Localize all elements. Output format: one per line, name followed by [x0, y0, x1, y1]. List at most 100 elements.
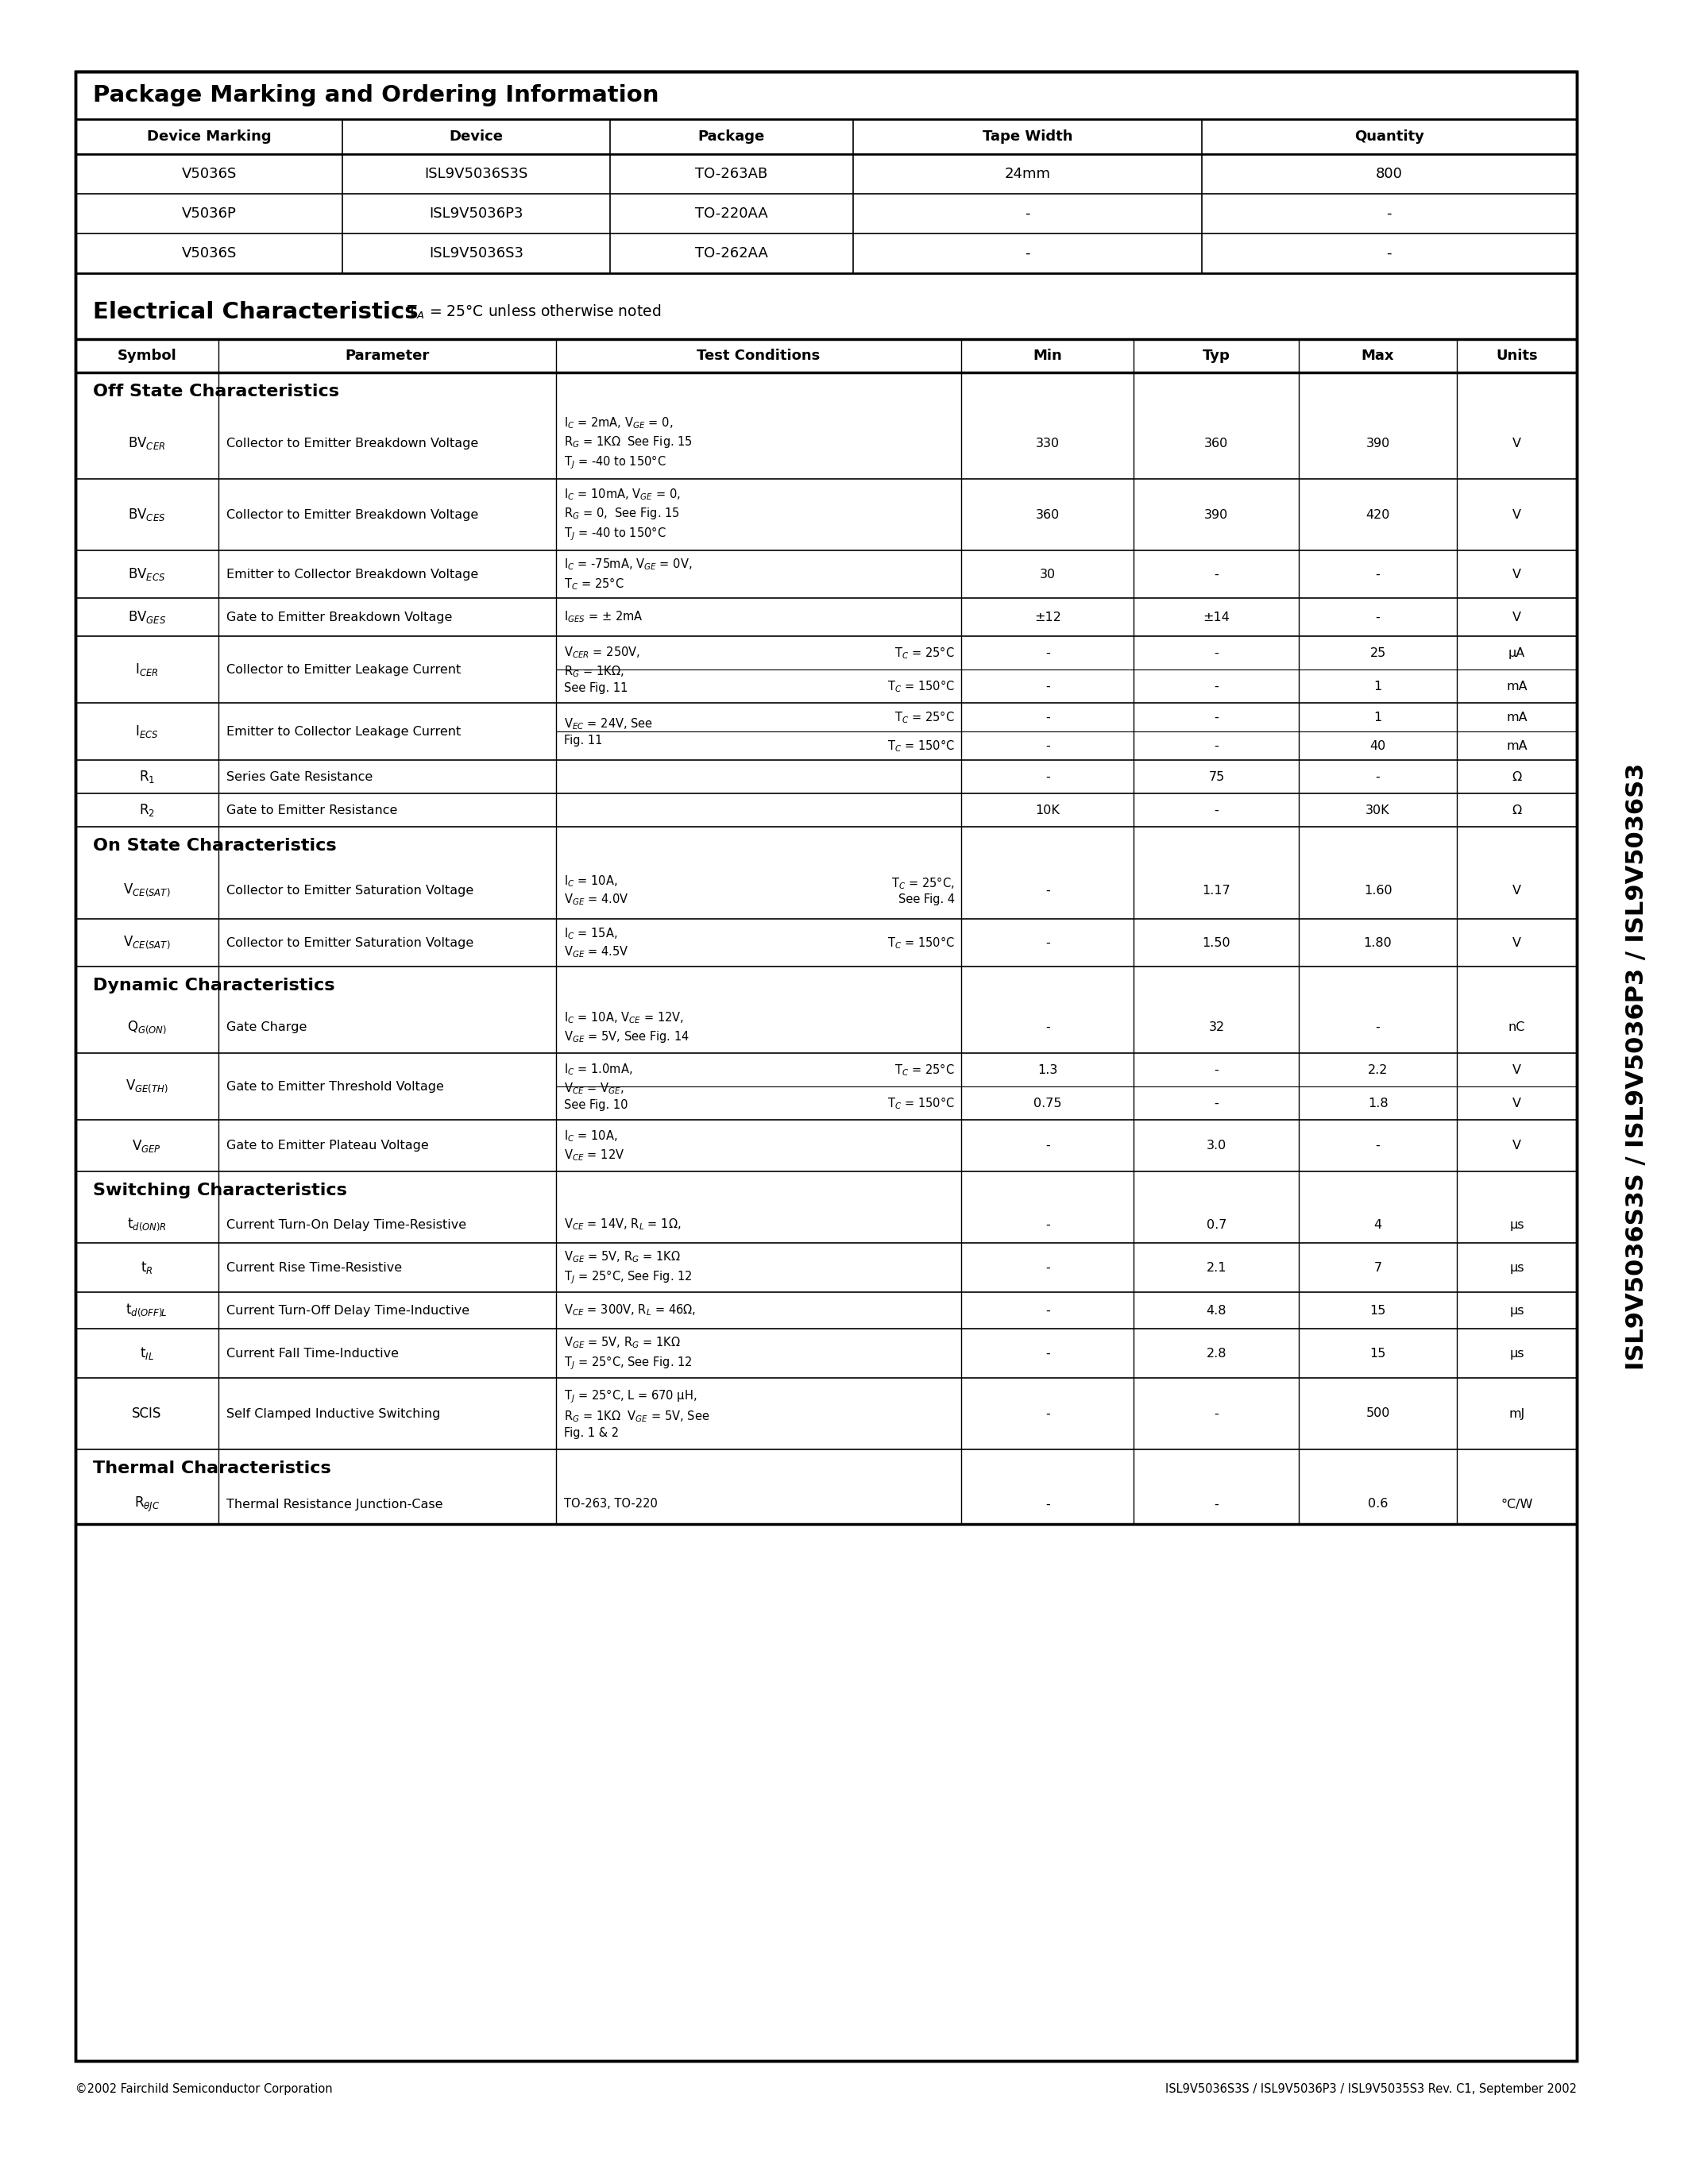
Text: µs: µs	[1509, 1262, 1524, 1273]
Text: mA: mA	[1506, 740, 1528, 751]
Text: -: -	[1376, 568, 1381, 581]
Text: T$_C$ = 25°C: T$_C$ = 25°C	[895, 644, 955, 660]
Text: Emitter to Collector Leakage Current: Emitter to Collector Leakage Current	[226, 725, 461, 738]
Text: 1: 1	[1374, 712, 1382, 723]
Text: 330: 330	[1036, 437, 1060, 450]
Text: 15: 15	[1369, 1304, 1386, 1317]
Text: TO-220AA: TO-220AA	[695, 207, 768, 221]
Text: t$_R$: t$_R$	[140, 1260, 154, 1275]
Text: Package Marking and Ordering Information: Package Marking and Ordering Information	[93, 85, 658, 107]
Text: -: -	[1214, 568, 1219, 581]
Text: 32: 32	[1209, 1022, 1224, 1033]
Text: -: -	[1214, 712, 1219, 723]
Text: Current Rise Time-Resistive: Current Rise Time-Resistive	[226, 1262, 402, 1273]
Text: -: -	[1045, 937, 1050, 948]
Text: ISL9V5036S3S / ISL9V5036P3 / ISL9V5036S3: ISL9V5036S3S / ISL9V5036P3 / ISL9V5036S3	[1626, 762, 1647, 1369]
Text: 30: 30	[1040, 568, 1055, 581]
Text: Ω: Ω	[1512, 771, 1521, 782]
Text: Thermal Resistance Junction-Case: Thermal Resistance Junction-Case	[226, 1498, 442, 1509]
Text: TO-262AA: TO-262AA	[695, 247, 768, 260]
Text: -: -	[1045, 712, 1050, 723]
Text: BV$_{CES}$: BV$_{CES}$	[128, 507, 165, 522]
Text: I$_C$ = -75mA, V$_{GE}$ = 0V,
T$_C$ = 25°C: I$_C$ = -75mA, V$_{GE}$ = 0V, T$_C$ = 25…	[564, 557, 692, 592]
Bar	[76, 72, 1577, 2062]
Text: Collector to Emitter Breakdown Voltage: Collector to Emitter Breakdown Voltage	[226, 509, 478, 520]
Text: Thermal Characteristics: Thermal Characteristics	[93, 1461, 331, 1476]
Text: -: -	[1214, 1064, 1219, 1077]
Text: 1.50: 1.50	[1202, 937, 1231, 948]
Text: T$_A$ = 25°C unless otherwise noted: T$_A$ = 25°C unless otherwise noted	[403, 304, 662, 321]
Text: -: -	[1045, 771, 1050, 782]
Text: 40: 40	[1371, 740, 1386, 751]
Text: V$_{CE(SAT)}$: V$_{CE(SAT)}$	[123, 935, 170, 950]
Text: -: -	[1045, 1022, 1050, 1033]
Text: 2.1: 2.1	[1207, 1262, 1227, 1273]
Text: ISL9V5036P3: ISL9V5036P3	[429, 207, 523, 221]
Text: -: -	[1376, 1022, 1381, 1033]
Text: 75: 75	[1209, 771, 1224, 782]
Text: 25: 25	[1371, 646, 1386, 660]
Text: 1.3: 1.3	[1038, 1064, 1058, 1077]
Text: T$_C$ = 150°C: T$_C$ = 150°C	[888, 1096, 955, 1112]
Text: t$_{d(OFF)L}$: t$_{d(OFF)L}$	[127, 1302, 167, 1319]
Text: 15: 15	[1369, 1348, 1386, 1358]
Text: -: -	[1025, 247, 1030, 260]
Text: -: -	[1386, 207, 1391, 221]
Text: Test Conditions: Test Conditions	[697, 349, 820, 363]
Text: I$_C$ = 10A, V$_{CE}$ = 12V,
V$_{GE}$ = 5V, See Fig. 14: I$_C$ = 10A, V$_{CE}$ = 12V, V$_{GE}$ = …	[564, 1011, 689, 1044]
Text: T$_C$ = 150°C: T$_C$ = 150°C	[888, 738, 955, 753]
Text: ISL9V5036S3S / ISL9V5036P3 / ISL9V5035S3 Rev. C1, September 2002: ISL9V5036S3S / ISL9V5036P3 / ISL9V5035S3…	[1165, 2084, 1577, 2094]
Text: Quantity: Quantity	[1354, 129, 1425, 144]
Text: mA: mA	[1506, 712, 1528, 723]
Text: V$_{GEP}$: V$_{GEP}$	[132, 1138, 162, 1153]
Text: 10K: 10K	[1035, 804, 1060, 817]
Text: V: V	[1512, 1096, 1521, 1109]
Text: 0.75: 0.75	[1033, 1096, 1062, 1109]
Text: V: V	[1512, 1064, 1521, 1077]
Text: Ω: Ω	[1512, 804, 1521, 817]
Text: Off State Characteristics: Off State Characteristics	[93, 384, 339, 400]
Text: V$_{CER}$ = 250V,
R$_G$ = 1KΩ,
See Fig. 11: V$_{CER}$ = 250V, R$_G$ = 1KΩ, See Fig. …	[564, 644, 640, 695]
Text: -: -	[1214, 646, 1219, 660]
Text: 390: 390	[1366, 437, 1389, 450]
Text: Gate to Emitter Threshold Voltage: Gate to Emitter Threshold Voltage	[226, 1081, 444, 1092]
Text: 4.8: 4.8	[1207, 1304, 1227, 1317]
Text: Gate to Emitter Resistance: Gate to Emitter Resistance	[226, 804, 397, 817]
Text: ISL9V5036S3: ISL9V5036S3	[429, 247, 523, 260]
Text: Current Turn-Off Delay Time-Inductive: Current Turn-Off Delay Time-Inductive	[226, 1304, 469, 1317]
Text: 0.7: 0.7	[1207, 1219, 1227, 1230]
Text: -: -	[1045, 1348, 1050, 1358]
Text: TO-263, TO-220: TO-263, TO-220	[564, 1498, 657, 1509]
Text: I$_{GES}$ = ± 2mA: I$_{GES}$ = ± 2mA	[564, 609, 643, 625]
Text: Collector to Emitter Leakage Current: Collector to Emitter Leakage Current	[226, 664, 461, 675]
Text: mA: mA	[1506, 679, 1528, 692]
Text: V: V	[1512, 612, 1521, 622]
Text: 0.6: 0.6	[1367, 1498, 1388, 1509]
Text: t$_{d(ON)R}$: t$_{d(ON)R}$	[127, 1216, 167, 1232]
Text: Gate to Emitter Breakdown Voltage: Gate to Emitter Breakdown Voltage	[226, 612, 452, 622]
Text: µs: µs	[1509, 1219, 1524, 1230]
Text: I$_C$ = 10mA, V$_{GE}$ = 0,
R$_G$ = 0,  See Fig. 15
T$_J$ = -40 to 150°C: I$_C$ = 10mA, V$_{GE}$ = 0, R$_G$ = 0, S…	[564, 487, 680, 542]
Text: Collector to Emitter Breakdown Voltage: Collector to Emitter Breakdown Voltage	[226, 437, 478, 450]
Text: ISL9V5036S3S: ISL9V5036S3S	[425, 166, 528, 181]
Text: I$_C$ = 10A,
V$_{CE}$ = 12V: I$_C$ = 10A, V$_{CE}$ = 12V	[564, 1129, 625, 1162]
Text: V: V	[1512, 437, 1521, 450]
Text: V: V	[1512, 568, 1521, 581]
Text: -: -	[1025, 207, 1030, 221]
Text: V$_{GE}$ = 5V, R$_G$ = 1KΩ
T$_J$ = 25°C, See Fig. 12: V$_{GE}$ = 5V, R$_G$ = 1KΩ T$_J$ = 25°C,…	[564, 1334, 692, 1372]
Text: 30K: 30K	[1366, 804, 1389, 817]
Text: 500: 500	[1366, 1409, 1389, 1420]
Text: T$_C$ = 25°C,
See Fig. 4: T$_C$ = 25°C, See Fig. 4	[891, 876, 955, 906]
Text: 3.0: 3.0	[1207, 1140, 1227, 1151]
Text: -: -	[1214, 1096, 1219, 1109]
Text: Device: Device	[449, 129, 503, 144]
Text: -: -	[1214, 740, 1219, 751]
Text: I$_C$ = 10A,
V$_{GE}$ = 4.0V: I$_C$ = 10A, V$_{GE}$ = 4.0V	[564, 874, 628, 906]
Text: R$_2$: R$_2$	[138, 802, 155, 819]
Bar	[76, 72, 1577, 2062]
Text: 2.8: 2.8	[1207, 1348, 1227, 1358]
Text: Collector to Emitter Saturation Voltage: Collector to Emitter Saturation Voltage	[226, 885, 473, 895]
Text: mJ: mJ	[1509, 1409, 1524, 1420]
Text: 4: 4	[1374, 1219, 1382, 1230]
Text: Symbol: Symbol	[116, 349, 177, 363]
